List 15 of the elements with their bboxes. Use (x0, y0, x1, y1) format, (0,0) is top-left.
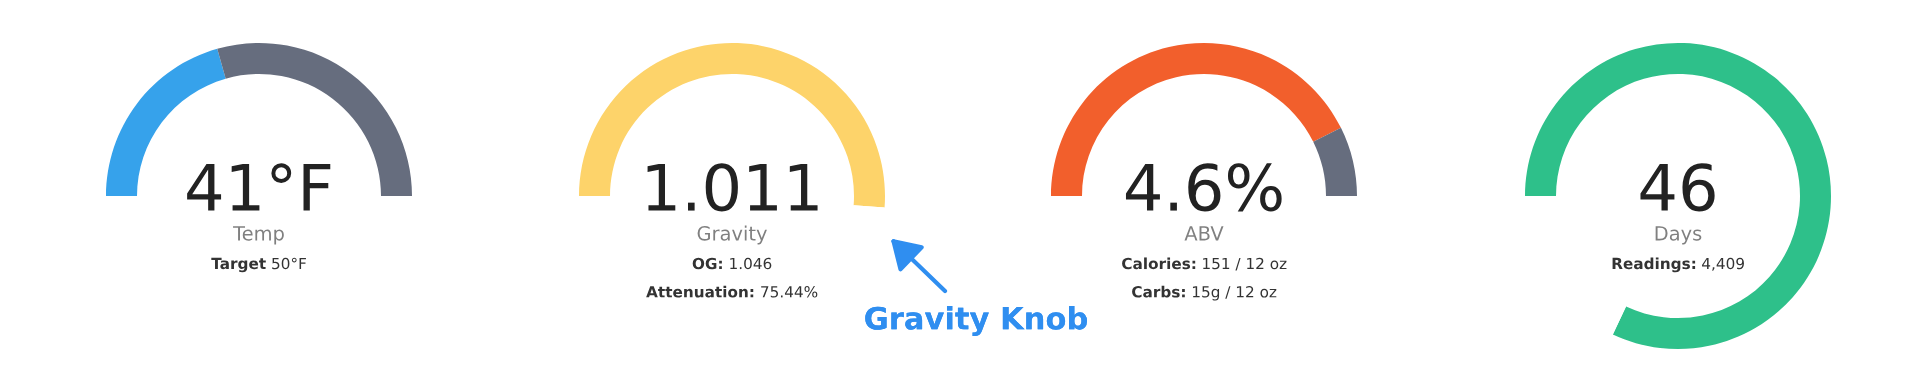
text: ABV (1184, 226, 1224, 241)
text: Gravity Knob (865, 306, 1087, 336)
text: OG: 1.046 (692, 257, 772, 270)
text: Days (1655, 226, 1702, 245)
text: 4.6% (1125, 163, 1282, 212)
text: 46 (1640, 163, 1715, 212)
text: Carbs: 15g / 12 oz (1132, 285, 1277, 301)
text: Temp (233, 226, 284, 245)
text: Target 50°F (211, 257, 306, 273)
text: 1.011 (647, 163, 818, 212)
text: Calories: 151 / 12 oz (1122, 257, 1287, 271)
text: Gravity (697, 225, 767, 245)
text: Readings: 4,409 (1612, 257, 1744, 273)
text: Attenuation: 75.44% (646, 285, 818, 298)
text: 41°F (187, 163, 331, 211)
